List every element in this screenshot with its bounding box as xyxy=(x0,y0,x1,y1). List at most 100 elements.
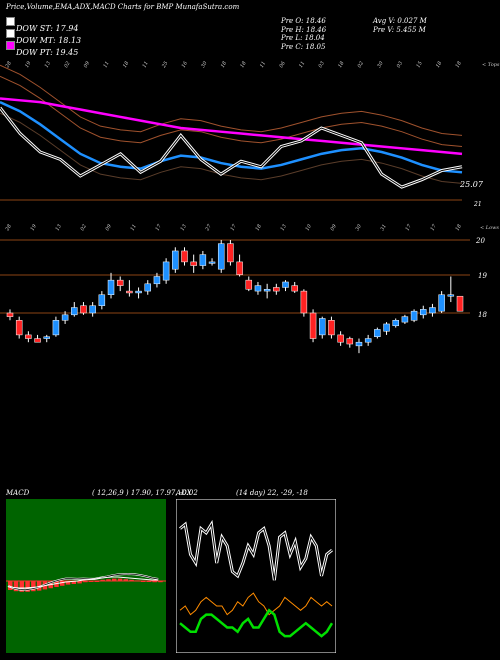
date-tick-label: 18 xyxy=(455,60,463,69)
candle-body xyxy=(208,261,216,264)
candle-body xyxy=(98,294,106,306)
date-tick-label: 16 xyxy=(181,60,190,69)
price-level-20: 20 xyxy=(475,237,485,245)
candle-body xyxy=(300,290,308,314)
legend-dow-mt: DOW MT: 18.13 xyxy=(6,28,126,45)
macd-histogram-bar xyxy=(13,581,19,592)
date-tick-label: 03 xyxy=(396,60,404,69)
adx-panel xyxy=(176,499,336,653)
top-level-label-2: 21 xyxy=(473,201,482,208)
date-tick-label: 18 xyxy=(220,60,228,69)
dow-legend: DOW ST: 17.94 DOW MT: 18.13 DOW PT: 19.4… xyxy=(6,16,126,57)
macd-histogram-bar xyxy=(123,579,129,581)
ema-long-line xyxy=(0,97,463,156)
date-tick-label: 06 xyxy=(278,60,287,69)
date-tick-label: 11 xyxy=(141,60,149,69)
candle-body xyxy=(80,305,87,314)
legend-dow-pt-label: DOW PT: 19.45 xyxy=(16,48,79,57)
candle-body xyxy=(52,320,60,336)
candle-body xyxy=(263,289,271,292)
candle-body xyxy=(25,334,32,339)
prev-high: Pre H: 18.46 xyxy=(281,25,327,34)
candle-body xyxy=(429,307,436,314)
candle-body xyxy=(89,305,96,314)
prev-open: Pre O: 18.46 xyxy=(281,17,326,25)
macd-histogram-bar xyxy=(25,581,30,592)
macd-line-core xyxy=(7,573,159,591)
macd-histogram-bar xyxy=(100,579,105,581)
candle-body xyxy=(355,341,363,347)
macd-title: MACD xyxy=(6,489,30,497)
date-tick-label: 02 xyxy=(80,223,88,232)
date-tick-label: 17 xyxy=(155,223,164,232)
candle-body xyxy=(245,279,253,290)
top-date-ticks: 28 19 13 02 09 11 18 11 25 16 30 18 18 11 06 11 03 18 02 30… xyxy=(4,60,463,70)
date-tick-label: 11 xyxy=(298,60,306,69)
candle-body xyxy=(190,261,197,266)
date-tick-label: 09 xyxy=(330,223,339,232)
macd-histogram-bar xyxy=(158,581,163,583)
legend-dow-st-label: DOW ST: 17.94 xyxy=(16,24,79,33)
candle-body xyxy=(116,279,124,286)
candle-body xyxy=(34,338,41,343)
date-tick-label: 03 xyxy=(318,60,326,69)
date-tick-label: 09 xyxy=(105,223,114,232)
macd-histogram-bar xyxy=(36,581,42,591)
macd-histogram-bar xyxy=(152,581,157,583)
candle-body xyxy=(383,323,390,332)
candle-body xyxy=(181,250,188,263)
macd-histogram-bar xyxy=(77,581,82,584)
date-tick-label: 17 xyxy=(405,223,414,232)
candle-body xyxy=(236,261,243,275)
date-tick-label: 19 xyxy=(24,60,33,69)
candle-body xyxy=(126,290,133,294)
candle-body xyxy=(447,294,455,297)
date-tick-label: 13 xyxy=(180,223,188,232)
macd-histogram-bar xyxy=(65,581,71,585)
date-tick-label: 10 xyxy=(305,223,314,232)
macd-histogram-bar xyxy=(60,581,65,586)
chart-title: Price,Volume,EMA,ADX,MACD Charts for BMP… xyxy=(6,3,240,11)
date-tick-label: 19 xyxy=(30,223,39,232)
macd-histogram-bar xyxy=(8,581,13,590)
adx-series xyxy=(179,519,334,638)
macd-histogram-bar xyxy=(106,579,111,581)
date-tick-label: 13 xyxy=(280,223,288,232)
date-tick-label: 28 xyxy=(4,223,13,232)
date-tick-label: 18 xyxy=(255,223,263,232)
date-tick-label: 18 xyxy=(435,60,443,69)
candle-body xyxy=(282,281,289,288)
date-tick-label: 15 xyxy=(415,60,423,69)
main-chart: 28 19 13 02 09 11 18 11 25 16 30 18 18 11 06 11 03 18 02 30… xyxy=(0,60,500,354)
date-tick-label: 18 xyxy=(337,60,345,69)
prev-low: Pre L: 18.04 xyxy=(281,34,325,42)
candle-body xyxy=(61,314,69,321)
macd-histogram-bar xyxy=(129,579,134,581)
macd-histogram-bar xyxy=(19,581,25,592)
ema-panel xyxy=(0,64,463,189)
price-level-19: 19 xyxy=(478,272,487,280)
adx-title: ADX xyxy=(176,489,192,497)
candle-body xyxy=(199,254,207,266)
candlestick-series xyxy=(6,240,464,354)
candle-body xyxy=(6,312,14,317)
lows-scale-label: < Lows xyxy=(480,225,499,231)
candle-body xyxy=(337,334,344,343)
date-tick-label: 13 xyxy=(44,60,52,69)
candle-body xyxy=(254,285,262,292)
candle-body xyxy=(15,320,23,336)
adx-plus-di-line xyxy=(179,608,334,638)
legend-swatch-mt xyxy=(6,29,15,38)
ema-mid-outline xyxy=(0,101,463,173)
date-tick-label: 02 xyxy=(357,60,365,69)
macd-panel xyxy=(6,499,166,653)
legend-dow-st: DOW ST: 17.94 xyxy=(6,16,126,33)
price-level-18: 18 xyxy=(478,311,487,319)
ema-short-line xyxy=(0,107,463,188)
candle-body xyxy=(392,320,399,327)
candle-body xyxy=(309,312,317,339)
adx-line xyxy=(179,522,333,581)
candle-body xyxy=(438,294,445,312)
date-tick-label: 18 xyxy=(239,60,247,69)
date-tick-label: 30 xyxy=(200,60,209,69)
